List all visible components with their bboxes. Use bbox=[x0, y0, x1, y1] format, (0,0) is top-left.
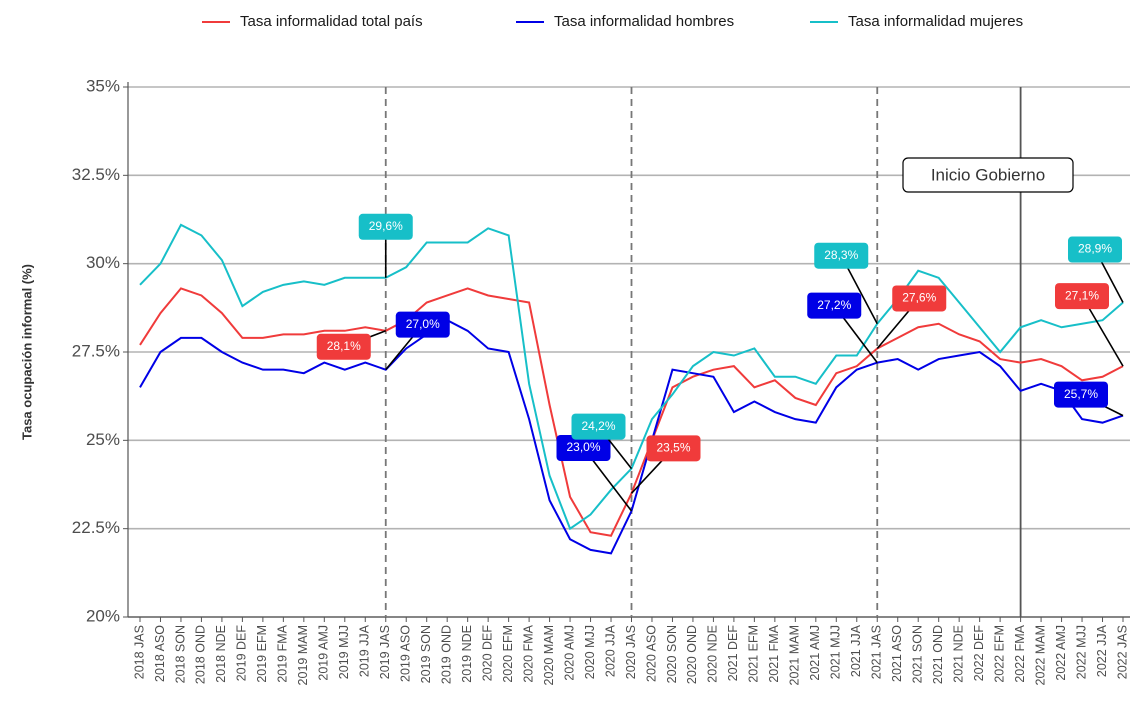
x-tick-label: 2019 MJJ bbox=[337, 625, 351, 679]
x-tick-label: 2019 ASO bbox=[399, 625, 413, 682]
x-tick-label: 2018 OND bbox=[194, 625, 208, 684]
value-label-box bbox=[892, 285, 947, 312]
value-label: 27,1% bbox=[1065, 288, 1099, 302]
x-tick-label: 2022 EFM bbox=[992, 625, 1006, 683]
x-tick-label: 2020 JAS bbox=[624, 625, 638, 679]
value-label-box bbox=[316, 333, 371, 360]
x-tick-label: 2021 DEF bbox=[726, 625, 740, 682]
x-tick-label: 2018 SON bbox=[173, 625, 187, 683]
x-tick-label: 2019 FMA bbox=[276, 624, 290, 682]
value-label-box bbox=[646, 435, 701, 462]
x-tick-label: 2019 OND bbox=[439, 625, 453, 684]
x-tick-label: 2019 JAS bbox=[378, 625, 392, 679]
annotation-box bbox=[902, 157, 1074, 193]
x-tick-label: 2019 SON bbox=[419, 625, 433, 683]
x-tick-label: 2022 MAM bbox=[1033, 625, 1047, 685]
x-tick-label: 2018 JAS bbox=[132, 625, 146, 679]
x-tick-label: 2021 MAM bbox=[788, 625, 802, 685]
x-tick-label: 2022 AMJ bbox=[1054, 625, 1068, 681]
x-tick-label: 2019 JJA bbox=[358, 624, 372, 677]
x-tick-label: 2021 OND bbox=[931, 625, 945, 684]
annotation: Inicio Gobierno bbox=[931, 165, 1045, 184]
x-tick-label: 2021 SON bbox=[911, 625, 925, 683]
x-tick-label: 2020 SON bbox=[665, 625, 679, 683]
value-label-box bbox=[358, 213, 413, 240]
x-tick-label: 2018 NDE bbox=[214, 625, 228, 683]
x-tick-label: 2021 AMJ bbox=[808, 625, 822, 681]
x-tick-label: 2019 AMJ bbox=[317, 625, 331, 681]
value-label: 27,6% bbox=[902, 291, 936, 305]
y-tick-label: 35% bbox=[86, 76, 120, 95]
x-tick-label: 2020 FMA bbox=[521, 624, 535, 682]
x-tick-label: 2019 EFM bbox=[255, 625, 269, 683]
x-tick-label: 2021 JJA bbox=[849, 624, 863, 677]
x-tick-label: 2020 EFM bbox=[501, 625, 515, 683]
x-tick-label: 2020 OND bbox=[685, 625, 699, 684]
x-tick-label: 2021 JAS bbox=[870, 625, 884, 679]
value-label: 25,7% bbox=[1064, 387, 1098, 401]
value-label: 28,1% bbox=[327, 339, 361, 353]
x-tick-label: 2022 JJA bbox=[1095, 624, 1109, 677]
x-tick-label: 2021 NDE bbox=[951, 625, 965, 683]
x-tick-label: 2019 NDE bbox=[460, 625, 474, 683]
x-tick-label: 2022 MJJ bbox=[1074, 625, 1088, 679]
value-label-box bbox=[1054, 381, 1108, 408]
value-label-box bbox=[1068, 236, 1122, 263]
legend-label: Tasa informalidad hombres bbox=[554, 13, 734, 30]
x-tick-label: 2020 NDE bbox=[706, 625, 720, 683]
y-tick-label: 25% bbox=[86, 430, 120, 449]
x-tick-label: 2022 JAS bbox=[1115, 625, 1129, 679]
value-label: 23,0% bbox=[566, 440, 600, 454]
value-label: 29,6% bbox=[369, 219, 403, 233]
y-tick-label: 30% bbox=[86, 253, 120, 272]
x-tick-label: 2019 MAM bbox=[296, 625, 310, 685]
legend-label: Tasa informalidad total país bbox=[240, 13, 423, 30]
x-tick-label: 2021 MJJ bbox=[829, 625, 843, 679]
value-label-box bbox=[1055, 283, 1109, 310]
y-axis-label: Tasa ocupación informal (%) bbox=[19, 264, 34, 440]
x-tick-label: 2021 FMA bbox=[767, 624, 781, 682]
x-tick-label: 2019 DEF bbox=[235, 625, 249, 682]
value-label-box bbox=[571, 413, 626, 440]
x-tick-label: 2020 JJA bbox=[603, 624, 617, 677]
value-label: 28,9% bbox=[1078, 242, 1112, 256]
value-label: 28,3% bbox=[824, 248, 858, 262]
value-label: 27,0% bbox=[406, 317, 440, 331]
value-label-box bbox=[395, 311, 450, 338]
value-label-box bbox=[556, 435, 611, 461]
x-tick-label: 2022 DEF bbox=[972, 625, 986, 682]
x-tick-label: 2018 ASO bbox=[153, 625, 167, 682]
value-label-box bbox=[814, 242, 869, 269]
x-tick-label: 2020 AMJ bbox=[562, 625, 576, 681]
x-tick-label: 2021 EFM bbox=[747, 625, 761, 683]
value-label: 24,2% bbox=[581, 419, 615, 433]
legend-label: Tasa informalidad mujeres bbox=[848, 13, 1023, 30]
x-tick-label: 2020 ASO bbox=[644, 625, 658, 682]
y-tick-label: 22.5% bbox=[72, 518, 120, 537]
value-label-box bbox=[807, 292, 862, 319]
y-tick-label: 32.5% bbox=[72, 165, 120, 184]
x-tick-label: 2020 DEF bbox=[480, 625, 494, 682]
y-tick-label: 20% bbox=[86, 606, 120, 625]
x-tick-label: 2020 MJJ bbox=[583, 625, 597, 679]
x-tick-label: 2020 MAM bbox=[542, 625, 556, 685]
x-tick-label: 2022 FMA bbox=[1013, 624, 1027, 682]
y-tick-label: 27.5% bbox=[72, 341, 120, 360]
x-tick-label: 2021 ASO bbox=[890, 625, 904, 682]
value-label: 27,2% bbox=[817, 298, 851, 312]
value-label: 23,5% bbox=[656, 441, 690, 455]
